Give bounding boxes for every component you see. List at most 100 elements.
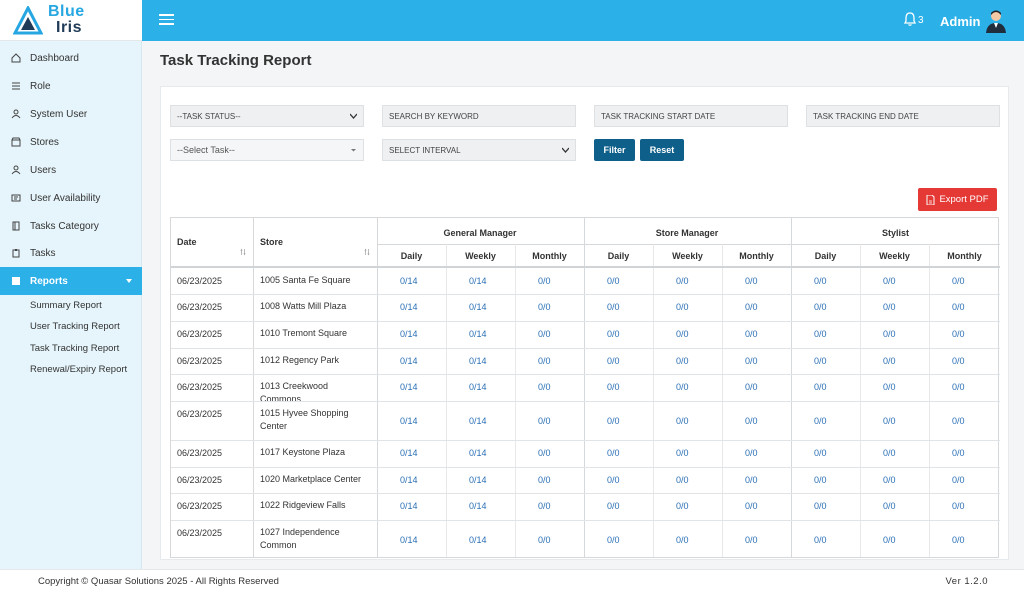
reset-button[interactable]: Reset xyxy=(640,139,684,161)
end-date-input[interactable]: TASK TRACKING END DATE xyxy=(806,105,1000,127)
menu-toggle-icon[interactable] xyxy=(159,14,174,27)
cell-value-link[interactable]: 0/14 xyxy=(400,356,418,366)
cell-value-link[interactable]: 0/0 xyxy=(745,448,758,458)
cell-value-link[interactable]: 0/0 xyxy=(883,416,896,426)
cell-value-link[interactable]: 0/0 xyxy=(883,448,896,458)
cell-value-link[interactable]: 0/0 xyxy=(607,382,620,392)
cell-value-link[interactable]: 0/0 xyxy=(538,448,551,458)
cell-value-link[interactable]: 0/14 xyxy=(400,535,418,545)
cell-value-link[interactable]: 0/14 xyxy=(469,501,487,511)
cell-value-link[interactable]: 0/0 xyxy=(607,416,620,426)
cell-value-link[interactable]: 0/14 xyxy=(469,475,487,485)
cell-value-link[interactable]: 0/0 xyxy=(676,302,689,312)
cell-value-link[interactable]: 0/0 xyxy=(814,475,827,485)
cell-value-link[interactable]: 0/14 xyxy=(469,276,487,286)
cell-value-link[interactable]: 0/0 xyxy=(607,302,620,312)
cell-value-link[interactable]: 0/0 xyxy=(952,416,965,426)
cell-value-link[interactable]: 0/0 xyxy=(814,535,827,545)
cell-value-link[interactable]: 0/0 xyxy=(952,329,965,339)
cell-value-link[interactable]: 0/14 xyxy=(400,448,418,458)
cell-value-link[interactable]: 0/0 xyxy=(676,535,689,545)
sidebar-item-dashboard[interactable]: Dashboard xyxy=(0,44,142,72)
cell-value-link[interactable]: 0/0 xyxy=(538,382,551,392)
cell-value-link[interactable]: 0/0 xyxy=(538,276,551,286)
cell-value-link[interactable]: 0/14 xyxy=(400,501,418,511)
task-status-select[interactable]: --TASK STATUS-- xyxy=(170,105,364,127)
sidebar-subitem-user-tracking-report[interactable]: User Tracking Report xyxy=(30,321,120,332)
keyword-search-input[interactable]: SEARCH BY KEYWORD xyxy=(382,105,576,127)
cell-value-link[interactable]: 0/0 xyxy=(607,276,620,286)
cell-value-link[interactable]: 0/0 xyxy=(676,416,689,426)
avatar[interactable] xyxy=(985,9,1007,33)
cell-value-link[interactable]: 0/0 xyxy=(883,535,896,545)
user-name[interactable]: Admin xyxy=(940,14,981,29)
sidebar-subitem-task-tracking-report[interactable]: Task Tracking Report xyxy=(30,343,120,354)
brand-logo[interactable]: Blue Iris xyxy=(0,0,142,41)
sidebar-item-tasks[interactable]: Tasks xyxy=(0,239,142,267)
cell-value-link[interactable]: 0/0 xyxy=(607,329,620,339)
cell-value-link[interactable]: 0/14 xyxy=(400,302,418,312)
cell-value-link[interactable]: 0/0 xyxy=(883,276,896,286)
cell-value-link[interactable]: 0/0 xyxy=(814,448,827,458)
cell-value-link[interactable]: 0/14 xyxy=(400,416,418,426)
column-header-date[interactable]: Date xyxy=(177,237,197,247)
cell-value-link[interactable]: 0/0 xyxy=(952,475,965,485)
sidebar-item-system-user[interactable]: System User xyxy=(0,100,142,128)
sidebar-item-user-availability[interactable]: User Availability xyxy=(0,184,142,212)
cell-value-link[interactable]: 0/0 xyxy=(676,448,689,458)
cell-value-link[interactable]: 0/0 xyxy=(814,329,827,339)
cell-value-link[interactable]: 0/0 xyxy=(952,535,965,545)
cell-value-link[interactable]: 0/0 xyxy=(745,501,758,511)
cell-value-link[interactable]: 0/14 xyxy=(469,302,487,312)
cell-value-link[interactable]: 0/0 xyxy=(883,475,896,485)
cell-value-link[interactable]: 0/0 xyxy=(745,535,758,545)
cell-value-link[interactable]: 0/14 xyxy=(469,416,487,426)
cell-value-link[interactable]: 0/0 xyxy=(607,535,620,545)
cell-value-link[interactable]: 0/0 xyxy=(676,475,689,485)
cell-value-link[interactable]: 0/0 xyxy=(538,329,551,339)
cell-value-link[interactable]: 0/0 xyxy=(814,501,827,511)
column-header-store[interactable]: Store xyxy=(260,237,284,247)
cell-value-link[interactable]: 0/0 xyxy=(745,382,758,392)
cell-value-link[interactable]: 0/0 xyxy=(883,302,896,312)
cell-value-link[interactable]: 0/0 xyxy=(814,382,827,392)
sidebar-item-stores[interactable]: Stores xyxy=(0,128,142,156)
filter-button[interactable]: Filter xyxy=(594,139,635,161)
select-interval-dropdown[interactable]: SELECT INTERVAL xyxy=(382,139,576,161)
cell-value-link[interactable]: 0/14 xyxy=(400,382,418,392)
cell-value-link[interactable]: 0/0 xyxy=(952,448,965,458)
cell-value-link[interactable]: 0/0 xyxy=(676,356,689,366)
cell-value-link[interactable]: 0/14 xyxy=(469,329,487,339)
cell-value-link[interactable]: 0/14 xyxy=(469,448,487,458)
start-date-input[interactable]: TASK TRACKING START DATE xyxy=(594,105,788,127)
sidebar-item-tasks-category[interactable]: Tasks Category xyxy=(0,212,142,240)
sort-icon[interactable] xyxy=(240,248,246,256)
sidebar-item-reports[interactable]: Reports xyxy=(0,267,142,295)
cell-value-link[interactable]: 0/0 xyxy=(952,276,965,286)
cell-value-link[interactable]: 0/0 xyxy=(952,382,965,392)
cell-value-link[interactable]: 0/14 xyxy=(400,329,418,339)
cell-value-link[interactable]: 0/14 xyxy=(400,475,418,485)
cell-value-link[interactable]: 0/0 xyxy=(952,501,965,511)
cell-value-link[interactable]: 0/0 xyxy=(538,535,551,545)
sub-header-monthly[interactable]: Monthly xyxy=(947,251,982,261)
cell-value-link[interactable]: 0/0 xyxy=(676,329,689,339)
cell-value-link[interactable]: 0/0 xyxy=(952,302,965,312)
cell-value-link[interactable]: 0/0 xyxy=(538,356,551,366)
sub-header-monthly[interactable]: Monthly xyxy=(532,251,567,261)
cell-value-link[interactable]: 0/0 xyxy=(538,475,551,485)
cell-value-link[interactable]: 0/0 xyxy=(814,356,827,366)
cell-value-link[interactable]: 0/0 xyxy=(745,475,758,485)
cell-value-link[interactable]: 0/0 xyxy=(676,276,689,286)
sort-icon[interactable] xyxy=(364,248,370,256)
cell-value-link[interactable]: 0/0 xyxy=(814,276,827,286)
sub-header-monthly[interactable]: Monthly xyxy=(739,251,774,261)
cell-value-link[interactable]: 0/0 xyxy=(814,302,827,312)
cell-value-link[interactable]: 0/0 xyxy=(745,276,758,286)
cell-value-link[interactable]: 0/14 xyxy=(400,276,418,286)
cell-value-link[interactable]: 0/0 xyxy=(883,356,896,366)
cell-value-link[interactable]: 0/0 xyxy=(952,356,965,366)
sidebar-item-users[interactable]: Users xyxy=(0,156,142,184)
cell-value-link[interactable]: 0/14 xyxy=(469,535,487,545)
cell-value-link[interactable]: 0/0 xyxy=(607,356,620,366)
